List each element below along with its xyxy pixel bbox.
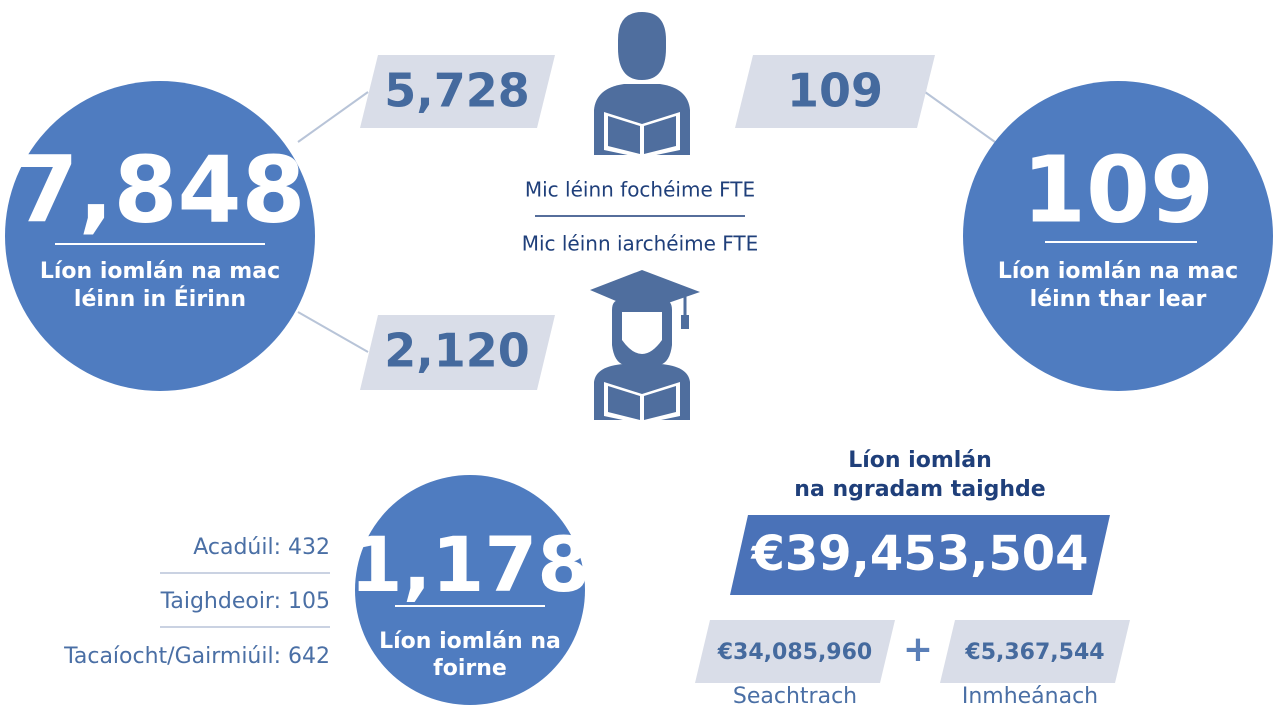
research-total: €39,453,504 — [750, 526, 1088, 582]
research-title: Líon iomlán — [848, 448, 992, 473]
staff-rules — [160, 572, 330, 628]
connectors — [297, 91, 996, 353]
staff-label: Líon iomlán na — [379, 629, 561, 654]
plus: + — [903, 629, 933, 670]
postgrad-value: 2,120 — [384, 324, 530, 378]
undergrad-label: Mic léinn fochéime FTE — [525, 178, 755, 202]
ireland-label: léinn in Éirinn — [74, 286, 246, 312]
abroad-undergrad-value: 109 — [787, 64, 883, 118]
graduate-icon — [590, 270, 700, 424]
abroad-label: léinn thar lear — [1030, 287, 1207, 312]
internal-label: Inmheánach — [962, 684, 1098, 709]
abroad-circle — [963, 81, 1273, 391]
ireland-total: 7,848 — [14, 136, 305, 243]
staff-item: Taighdeoir: 105 — [160, 589, 330, 614]
external-label: Seachtrach — [733, 684, 857, 709]
circle-rules — [55, 241, 1197, 607]
staff-item: Acadúil: 432 — [193, 535, 330, 560]
staff-label: foirne — [433, 656, 507, 681]
abroad-label: Líon iomlán na mac — [998, 259, 1238, 284]
student-icon — [594, 12, 690, 158]
research-box — [730, 515, 1110, 595]
staff-item: Tacaíocht/Gairmiúil: 642 — [63, 644, 330, 669]
external-value: €34,085,960 — [717, 640, 872, 665]
ireland-label: Líon iomlán na mac — [40, 259, 280, 284]
staff-circle — [355, 475, 585, 705]
research-title: na ngradam taighde — [794, 477, 1045, 502]
ireland-circle — [5, 81, 315, 391]
postgrad-label: Mic léinn iarchéime FTE — [522, 232, 759, 256]
internal-value: €5,367,544 — [964, 640, 1104, 665]
staff-total: 1,178 — [350, 520, 590, 609]
undergrad-value: 5,728 — [384, 64, 530, 118]
abroad-total: 109 — [1022, 136, 1214, 243]
light-boxes — [360, 55, 1130, 683]
